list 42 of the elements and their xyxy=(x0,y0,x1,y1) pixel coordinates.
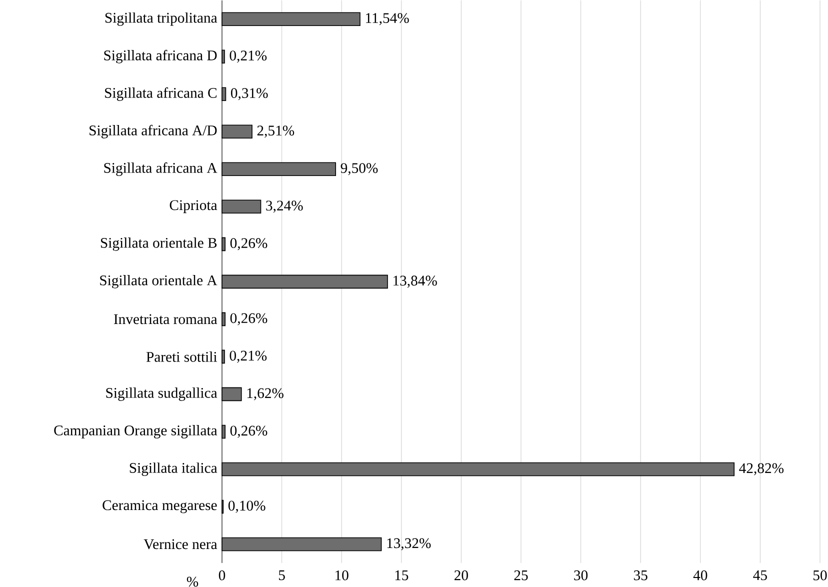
data-label: 0,31% xyxy=(230,88,268,100)
y-tick-label: Sigillata tripolitana xyxy=(105,12,218,26)
x-tick-label: 40 xyxy=(693,570,708,580)
y-tick-label: Sigillata africana D xyxy=(104,50,217,64)
data-label: 13,84% xyxy=(394,276,437,288)
y-tick-label: Sigillata italica xyxy=(130,462,218,476)
y-tick-label: Sigillata orientale B xyxy=(100,238,217,251)
y-tick-label: Invetriata romana xyxy=(114,314,218,324)
data-label: 11,54% xyxy=(366,13,409,26)
x-axis-title: % xyxy=(186,576,198,587)
y-tick-label: Cipriota xyxy=(170,200,218,214)
data-label: 0,21% xyxy=(230,350,267,363)
x-tick-label: 50 xyxy=(814,570,827,580)
data-label: 1,62% xyxy=(247,388,284,400)
data-label: 9,50% xyxy=(340,163,378,176)
data-label: 3,24% xyxy=(266,200,303,213)
y-tick-label: Pareti sottili xyxy=(146,352,218,362)
x-tick-label: 10 xyxy=(336,570,348,580)
x-tick-label: 45 xyxy=(753,570,767,580)
y-tick-label: Sigillata africana C xyxy=(105,87,217,101)
y-tick-label: Vernice nera xyxy=(144,539,218,550)
x-tick-label: 5 xyxy=(278,570,285,580)
y-tick-label: Ceramica megarese xyxy=(102,500,217,514)
x-tick-label: 20 xyxy=(454,570,468,580)
x-tick-label: 15 xyxy=(395,570,408,580)
y-tick-label: Campanian Orange sigillata xyxy=(54,425,218,438)
x-tick-label: 0 xyxy=(218,570,226,580)
data-label: 42,82% xyxy=(739,463,784,476)
data-label: 0,26% xyxy=(230,238,268,250)
x-tick-label: 30 xyxy=(574,570,588,580)
data-label: 13,32% xyxy=(387,538,431,550)
data-label: 2,51% xyxy=(257,126,294,138)
y-tick-label: Sigillata africana A xyxy=(104,162,218,176)
x-tick-label: 25 xyxy=(514,570,528,580)
data-label: 0,21% xyxy=(230,50,267,63)
y-tick-label: Sigillata africana A/D xyxy=(90,124,217,138)
y-tick-label: Sigillata orientale A xyxy=(100,275,218,288)
data-label: 0,26% xyxy=(230,426,268,438)
data-label: 0,26% xyxy=(230,313,268,326)
data-label: 0,10% xyxy=(228,500,266,513)
x-tick-label: 35 xyxy=(634,570,648,580)
y-tick-label: Sigillata sudgallica xyxy=(106,388,218,401)
